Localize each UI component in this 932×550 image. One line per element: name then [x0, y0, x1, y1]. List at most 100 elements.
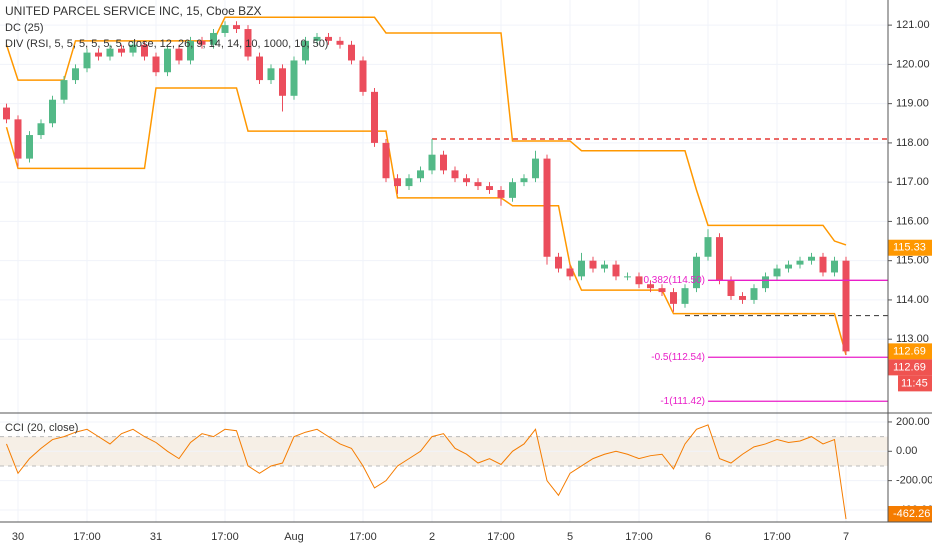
candle-body [819, 256, 827, 273]
x-tick-label: 17:00 [211, 531, 239, 543]
candle-body [739, 296, 746, 300]
candle-body [37, 123, 45, 136]
candle-body [762, 276, 769, 289]
candle-body [83, 52, 91, 69]
candle-body [302, 40, 309, 61]
x-tick-label: Aug [284, 531, 304, 543]
candle-body [72, 68, 79, 81]
candle-body [681, 288, 689, 304]
candle-body [440, 154, 447, 171]
y-tick-label: 117.00 [896, 176, 929, 188]
indicator-title: CCI (20, close) [5, 422, 78, 434]
candle-body [371, 91, 378, 143]
candle-body [336, 40, 344, 45]
candle-body [394, 178, 401, 187]
candle-body [221, 25, 229, 33]
candle-body [578, 260, 585, 277]
candle-body [95, 52, 102, 57]
candle-body [808, 256, 815, 261]
x-tick-label: 17:00 [487, 531, 515, 543]
x-tick-label: 5 [567, 531, 573, 543]
y-tick-label: 113.00 [896, 333, 929, 345]
price-tag-label: 112.69 [893, 345, 926, 357]
candle-body [141, 44, 148, 57]
x-tick-label: 17:00 [625, 531, 653, 543]
candle-body [589, 260, 597, 269]
chart-title: UNITED PARCEL SERVICE INC, 15, Cboe BZX [5, 4, 262, 18]
candle-body [773, 268, 781, 277]
x-tick-label: 17:00 [763, 531, 791, 543]
candle-body [785, 264, 792, 269]
candle-body [164, 48, 171, 73]
candle-body [750, 288, 758, 300]
candle-body [601, 264, 608, 269]
candle-body [428, 154, 436, 171]
candle-body [486, 186, 493, 191]
y-tick-label: 0.00 [896, 445, 917, 457]
candle-body [693, 256, 700, 289]
candle-body [175, 48, 183, 61]
candle-body [405, 178, 413, 187]
candle-body [348, 44, 355, 61]
cci-line [6, 424, 847, 520]
x-tick-label: 2 [429, 531, 435, 543]
candle-body [313, 36, 321, 41]
indicator-label: DIV (RSI, 5, 5, 5, 5, 5, 5, close, 12, 2… [5, 38, 328, 50]
candle-body [509, 182, 516, 198]
candle-body [3, 107, 10, 120]
candle-body [382, 142, 390, 179]
candle-body [60, 80, 68, 100]
candle-body [670, 292, 677, 304]
price-tag-label: 112.69 [893, 361, 926, 373]
candle-body [233, 25, 240, 30]
y-tick-label: 119.00 [896, 98, 929, 110]
candle-body [267, 68, 275, 81]
candle-body [624, 276, 631, 278]
price-tag-label: 115.33 [893, 242, 926, 254]
y-tick-label: 116.00 [896, 215, 929, 227]
price-tag [888, 359, 932, 376]
candle-body [14, 119, 22, 159]
candle-body [474, 182, 482, 187]
candle-body [543, 158, 551, 257]
candle-body [26, 135, 33, 159]
candle-body [451, 170, 459, 179]
candle-body [796, 260, 804, 265]
fib-label: -0.5(112.54) [651, 352, 705, 363]
candle-body [244, 29, 252, 57]
candle-body [417, 170, 424, 179]
candle-body [187, 40, 194, 61]
y-tick-label: 118.00 [896, 137, 929, 149]
value-tag [888, 506, 932, 522]
candle-body [520, 178, 528, 183]
x-tick-label: 7 [843, 531, 849, 543]
candle-body [106, 48, 114, 57]
donchian-upper [5, 16, 847, 246]
donchian-lower [5, 87, 847, 356]
candle-body [279, 68, 286, 96]
indicator-label: DC (25) [5, 22, 44, 34]
fib-label: -1(111.42) [660, 396, 705, 407]
candle-body [290, 60, 298, 96]
y-tick-label: 121.00 [896, 19, 930, 31]
fib-label: 0.382(114.50) [643, 275, 705, 286]
x-tick-label: 30 [12, 531, 24, 543]
candle-body [647, 284, 654, 289]
price-tag [888, 239, 932, 256]
candle-body [831, 260, 838, 273]
candle-body [704, 237, 712, 257]
candle-body [612, 264, 620, 277]
candle-body [118, 48, 125, 53]
y-tick-label: -200.00 [896, 475, 932, 487]
x-tick-label: 17:00 [349, 531, 377, 543]
value-tag-label: -462.26 [893, 508, 930, 520]
candle-body [497, 190, 505, 198]
countdown-tag [898, 375, 932, 392]
y-tick-label: 114.00 [896, 294, 929, 306]
candle-body [198, 40, 206, 45]
candle-body [658, 288, 666, 293]
x-tick-label: 31 [150, 531, 162, 543]
